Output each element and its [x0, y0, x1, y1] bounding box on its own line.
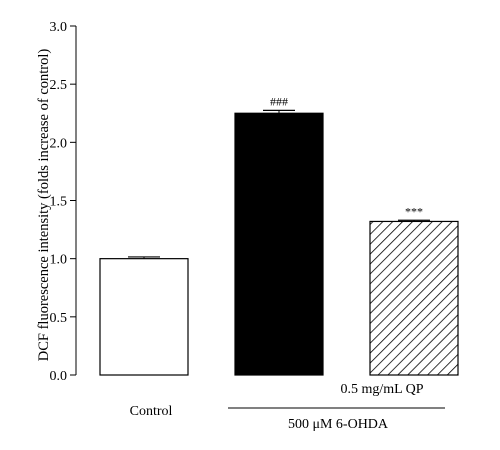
y-tick-label: 3.0 — [50, 20, 68, 35]
y-axis-label: DCF fluorescence intensity (folds increa… — [36, 49, 52, 362]
category-label-group: 500 μM 6-OHDA — [288, 417, 389, 432]
bar-3 — [369, 220, 459, 376]
bar-2 — [234, 112, 324, 376]
category-label-control: Control — [130, 404, 173, 419]
y-tick-label: 0.5 — [50, 311, 68, 326]
category-label-qp: 0.5 mg/mL QP — [340, 382, 423, 397]
bar-1 — [99, 258, 189, 376]
y-tick-label: 0.0 — [50, 369, 68, 384]
bars-group: ### *** — [99, 94, 459, 376]
significance-label-3: *** — [405, 204, 423, 218]
y-tick-label: 2.5 — [50, 78, 68, 93]
significance-label-2: ### — [270, 94, 288, 108]
y-tick-label: 2.0 — [50, 136, 68, 151]
y-axis-ticks: 0.0 0.5 1.0 1.5 2.0 2.5 3.0 — [50, 20, 76, 384]
y-tick-label: 1.0 — [50, 253, 68, 268]
y-tick-label: 1.5 — [50, 195, 68, 210]
